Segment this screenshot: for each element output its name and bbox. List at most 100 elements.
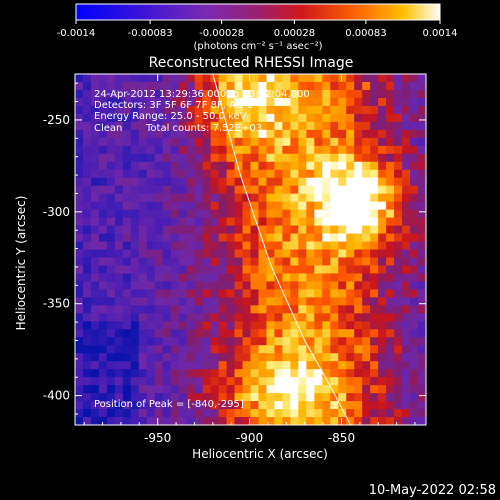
heatmap-cell xyxy=(410,281,419,290)
heatmap-cell xyxy=(130,401,140,410)
heatmap-cell xyxy=(242,249,251,258)
heatmap-cell xyxy=(346,417,355,425)
heatmap-cell xyxy=(226,81,236,91)
heatmap-cell xyxy=(234,265,244,274)
heatmap-cell xyxy=(146,281,156,290)
heatmap-cell xyxy=(242,169,251,179)
heatmap-cell xyxy=(266,289,275,298)
heatmap-cell xyxy=(322,321,331,330)
heatmap-cell xyxy=(386,265,395,274)
heatmap-cell xyxy=(82,97,92,107)
heatmap-cell xyxy=(218,265,228,274)
heatmap-cell xyxy=(202,89,212,99)
heatmap-cell xyxy=(162,313,172,322)
heatmap-cell xyxy=(378,161,387,171)
heatmap-cell xyxy=(154,345,164,354)
heatmap-cell xyxy=(322,313,331,322)
heatmap-cell xyxy=(242,257,251,266)
heatmap-cell xyxy=(130,313,140,322)
heatmap-cell xyxy=(250,289,259,298)
heatmap-cell xyxy=(394,161,403,171)
heatmap-cell xyxy=(122,417,132,425)
heatmap-cell xyxy=(410,209,419,219)
heatmap-cell xyxy=(410,105,419,115)
heatmap-cell xyxy=(234,385,244,394)
heatmap-cell xyxy=(154,233,164,243)
heatmap-cell xyxy=(114,209,124,219)
heatmap-cell xyxy=(194,161,204,171)
heatmap-cell xyxy=(82,393,92,402)
heatmap-cell xyxy=(162,417,172,425)
heatmap-cell xyxy=(298,281,307,290)
heatmap-cell xyxy=(202,185,212,195)
heatmap-cell xyxy=(354,313,363,322)
heatmap-cell xyxy=(370,273,379,282)
heatmap-cell xyxy=(170,417,180,425)
heatmap-cell xyxy=(114,241,124,250)
heatmap-cell xyxy=(194,417,204,425)
heatmap-cell xyxy=(218,225,228,235)
heatmap-cell xyxy=(98,257,108,266)
heatmap-cell xyxy=(218,297,228,306)
heatmap-cell xyxy=(138,305,148,314)
heatmap-cell xyxy=(90,81,100,91)
heatmap-cell xyxy=(250,225,259,235)
heatmap-cell xyxy=(258,169,267,179)
heatmap-cell xyxy=(218,393,228,402)
heatmap-cell xyxy=(90,129,100,139)
heatmap-cell xyxy=(234,273,244,282)
heatmap-cell xyxy=(250,417,259,425)
heatmap-cell xyxy=(130,353,140,362)
heatmap-cell xyxy=(370,257,379,266)
heatmap-cell xyxy=(258,185,267,195)
heatmap-cell xyxy=(130,345,140,354)
heatmap-cell xyxy=(186,257,196,266)
heatmap-cell xyxy=(194,153,204,163)
heatmap-cell xyxy=(402,201,411,211)
heatmap-cell xyxy=(330,185,339,195)
heatmap-cell xyxy=(386,321,395,330)
heatmap-cell xyxy=(258,97,267,107)
heatmap-cell xyxy=(114,297,124,306)
heatmap-cell xyxy=(274,329,283,338)
heatmap-cell xyxy=(75,249,84,258)
heatmap-cell xyxy=(274,257,283,266)
heatmap-cell xyxy=(106,145,116,155)
heatmap-cell xyxy=(314,161,323,171)
heatmap-cell xyxy=(122,361,132,370)
heatmap-cell xyxy=(210,273,220,282)
heatmap-cell xyxy=(186,233,196,243)
heatmap-cell xyxy=(298,193,307,203)
heatmap-cell xyxy=(418,249,426,258)
heatmap-cell xyxy=(378,345,387,354)
heatmap-cell xyxy=(298,353,307,362)
heatmap-cell xyxy=(186,74,196,83)
heatmap-cell xyxy=(314,193,323,203)
heatmap-cell xyxy=(410,345,419,354)
heatmap-cell xyxy=(226,281,236,290)
heatmap-cell xyxy=(258,209,267,219)
heatmap-cell xyxy=(202,321,212,330)
heatmap-cell xyxy=(106,97,116,107)
heatmap-cell xyxy=(394,417,403,425)
heatmap-cell xyxy=(378,353,387,362)
heatmap-cell xyxy=(410,185,419,195)
heatmap-cell xyxy=(170,185,180,195)
heatmap-cell xyxy=(90,74,100,83)
heatmap-cell xyxy=(122,241,132,250)
heatmap-cell xyxy=(114,217,124,227)
heatmap-cell xyxy=(154,305,164,314)
heatmap-cell xyxy=(354,249,363,258)
heatmap-cell xyxy=(178,409,188,418)
heatmap-cell xyxy=(162,145,172,155)
heatmap-cell xyxy=(178,305,188,314)
heatmap-cell xyxy=(226,193,236,203)
heatmap-cell xyxy=(418,369,426,378)
heatmap-cell xyxy=(378,137,387,147)
heatmap-cell xyxy=(314,105,323,115)
heatmap-cell xyxy=(298,337,307,346)
heatmap-cell xyxy=(162,169,172,179)
heatmap-cell xyxy=(114,153,124,163)
heatmap-cell xyxy=(282,225,291,235)
heatmap-cell xyxy=(154,129,164,139)
